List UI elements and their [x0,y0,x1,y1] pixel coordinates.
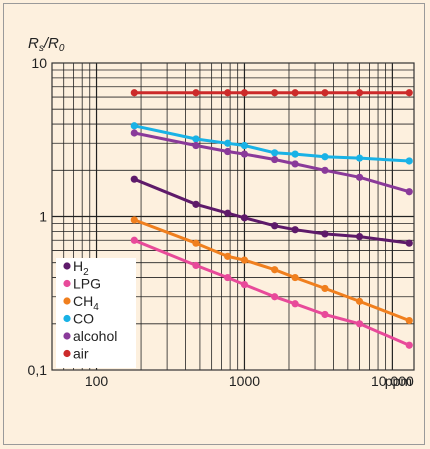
data-point [355,232,364,241]
series-line [133,177,410,245]
series-line [134,131,410,194]
legend-label: alcohol [73,328,117,344]
series-line [133,238,410,347]
data-point [224,89,232,97]
data-point [130,129,138,137]
data-point [240,89,249,97]
data-point [192,135,200,143]
legend-item-ch: CH4 [63,293,99,313]
data-point [271,149,279,157]
data-point [321,310,329,319]
data-point [224,147,232,156]
legend-marker [63,297,71,305]
legend-item-h: H2 [63,258,89,278]
legend-marker [63,262,71,270]
data-point [321,284,329,293]
data-point [291,89,299,97]
series-layer [130,89,413,349]
data-point [291,226,299,234]
data-point [355,154,364,162]
y-axis-label: Rs/R0 [28,35,65,54]
data-point [355,173,364,181]
series-ch [130,216,413,325]
data-point [240,141,249,150]
data-point [192,89,200,97]
legend-marker [63,279,71,288]
data-point [321,230,329,238]
legend-item-co: CO [63,311,94,327]
data-point [355,320,364,328]
data-point [192,200,200,208]
x-tick-label: 100 [85,373,109,389]
data-point [192,239,200,247]
data-point [224,209,232,217]
series-co [130,122,413,165]
legend-marker [63,314,71,323]
data-point [405,316,413,325]
y-tick-label: 1 [39,209,47,225]
legend-box [56,258,136,368]
series-h [130,175,413,247]
data-point [271,266,279,274]
x-tick-label: 1000 [229,373,260,389]
legend-label: LPG [73,276,101,292]
data-point [321,166,329,174]
legend-marker [63,332,71,340]
legend-item-air: air [63,346,89,362]
data-point [192,261,200,270]
data-point [271,89,279,97]
legend-label: CO [73,311,94,327]
data-point [405,157,413,165]
data-point [130,89,138,97]
legend-item-lpg: LPG [63,276,101,292]
data-point [224,252,232,260]
data-point [355,89,364,97]
series-lpg [130,236,413,349]
data-point [192,141,200,150]
data-point [240,281,249,289]
legend-label: CH4 [73,293,99,313]
x-axis-unit: ppm [385,373,412,389]
data-point [224,273,232,282]
data-point [130,122,138,130]
data-point [130,216,138,224]
legend-label: air [73,346,89,362]
data-point [291,273,299,282]
series-alcohol [130,129,413,196]
plot-border [51,62,415,371]
tick-labels: 100 1000 10 000 10 1 0,1 [28,55,414,389]
data-point [130,236,138,244]
data-point [321,153,329,161]
data-point [271,293,279,301]
y-tick-label: 10 [31,55,47,71]
y-tick-label: 0,1 [28,362,48,378]
series-air [130,89,413,97]
data-point [405,188,413,196]
legend-label: H2 [73,258,89,278]
data-point [405,239,413,247]
data-point [271,222,279,230]
data-point [355,297,364,305]
data-point [405,341,413,349]
data-point [291,160,299,168]
data-point [240,214,249,222]
data-point [321,89,329,97]
data-point [405,89,413,97]
data-point [291,150,299,158]
data-point [240,150,249,158]
x-tick-label: 10 000 [371,373,414,389]
legend-item-alcohol: alcohol [63,328,117,344]
data-point [271,155,279,164]
legend-marker [63,349,71,358]
data-point [291,300,299,308]
data-point [130,175,138,183]
data-point [240,256,249,264]
data-point [224,139,232,147]
